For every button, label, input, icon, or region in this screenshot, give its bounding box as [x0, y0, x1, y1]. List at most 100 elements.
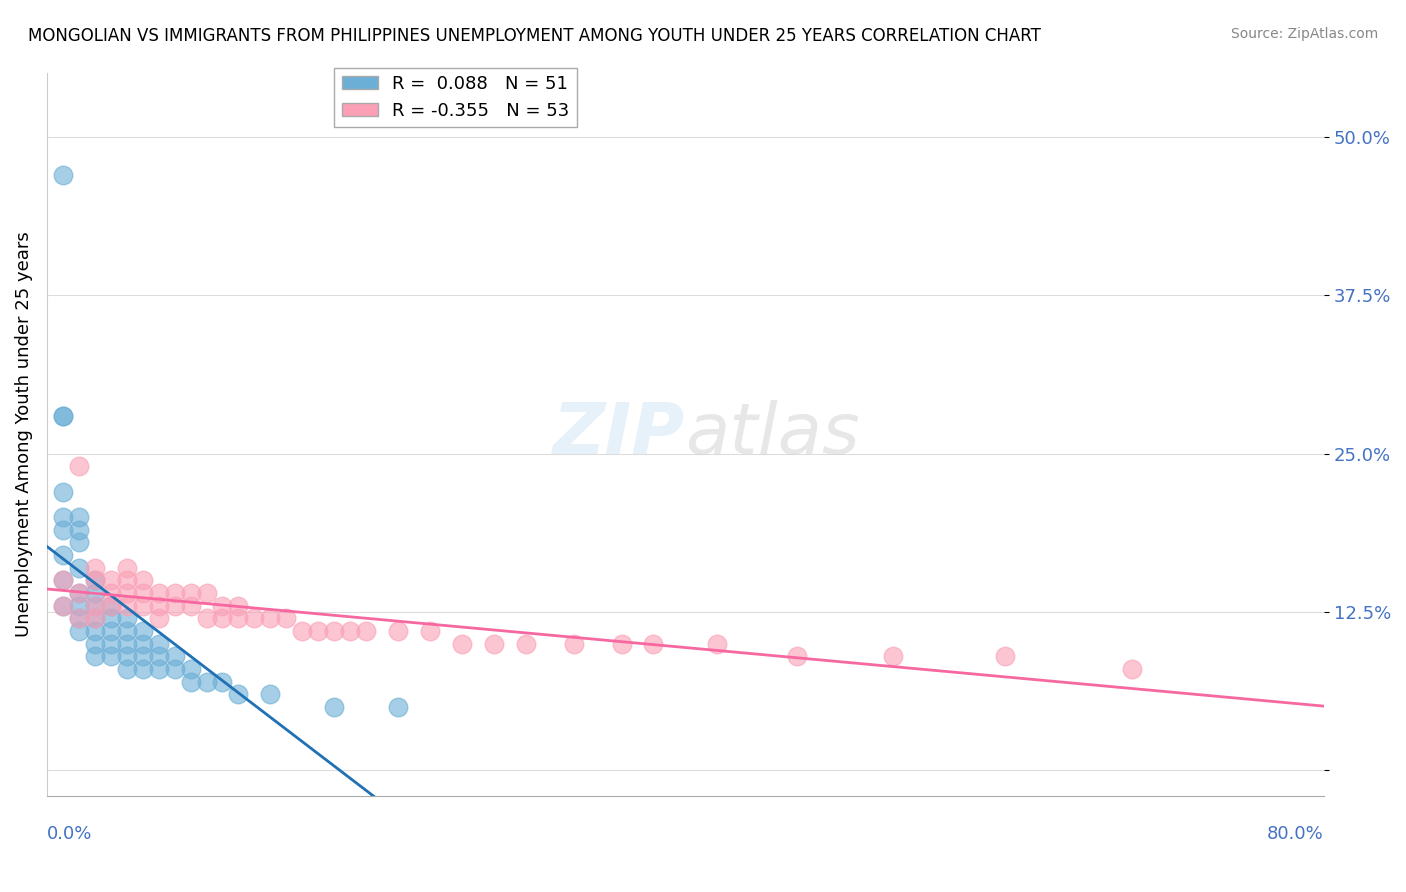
- Point: [115, 637, 138, 651]
- Point: [515, 637, 537, 651]
- Point: [228, 599, 250, 613]
- Point: [610, 637, 633, 651]
- Point: [83, 637, 105, 651]
- Point: [100, 649, 122, 664]
- Text: ZIP: ZIP: [553, 400, 685, 469]
- Point: [52, 574, 75, 588]
- Point: [131, 637, 153, 651]
- Point: [83, 649, 105, 664]
- Legend: R =  0.088   N = 51, R = -0.355   N = 53: R = 0.088 N = 51, R = -0.355 N = 53: [335, 68, 576, 128]
- Point: [163, 599, 186, 613]
- Point: [67, 586, 90, 600]
- Point: [83, 624, 105, 638]
- Point: [115, 624, 138, 638]
- Point: [562, 637, 585, 651]
- Point: [148, 586, 170, 600]
- Point: [451, 637, 474, 651]
- Point: [67, 510, 90, 524]
- Point: [100, 586, 122, 600]
- Point: [211, 674, 233, 689]
- Point: [52, 484, 75, 499]
- Text: 80.0%: 80.0%: [1267, 825, 1324, 843]
- Point: [195, 586, 218, 600]
- Point: [100, 624, 122, 638]
- Point: [83, 611, 105, 625]
- Point: [131, 662, 153, 676]
- Point: [83, 599, 105, 613]
- Point: [323, 700, 346, 714]
- Point: [52, 548, 75, 562]
- Point: [52, 510, 75, 524]
- Point: [786, 649, 808, 664]
- Point: [163, 649, 186, 664]
- Point: [882, 649, 904, 664]
- Text: MONGOLIAN VS IMMIGRANTS FROM PHILIPPINES UNEMPLOYMENT AMONG YOUTH UNDER 25 YEARS: MONGOLIAN VS IMMIGRANTS FROM PHILIPPINES…: [28, 27, 1040, 45]
- Point: [67, 560, 90, 574]
- Point: [131, 649, 153, 664]
- Point: [163, 586, 186, 600]
- Point: [52, 409, 75, 423]
- Y-axis label: Unemployment Among Youth under 25 years: Unemployment Among Youth under 25 years: [15, 232, 32, 638]
- Point: [115, 560, 138, 574]
- Point: [1121, 662, 1143, 676]
- Point: [195, 611, 218, 625]
- Point: [211, 611, 233, 625]
- Point: [115, 649, 138, 664]
- Point: [115, 599, 138, 613]
- Point: [83, 599, 105, 613]
- Point: [115, 611, 138, 625]
- Point: [148, 662, 170, 676]
- Point: [52, 599, 75, 613]
- Point: [195, 674, 218, 689]
- Point: [83, 560, 105, 574]
- Point: [482, 637, 505, 651]
- Point: [276, 611, 298, 625]
- Point: [67, 586, 90, 600]
- Point: [52, 599, 75, 613]
- Point: [259, 688, 281, 702]
- Point: [148, 649, 170, 664]
- Point: [323, 624, 346, 638]
- Point: [354, 624, 377, 638]
- Point: [83, 574, 105, 588]
- Point: [259, 611, 281, 625]
- Point: [115, 662, 138, 676]
- Point: [100, 599, 122, 613]
- Point: [131, 599, 153, 613]
- Point: [52, 574, 75, 588]
- Point: [643, 637, 665, 651]
- Point: [52, 168, 75, 182]
- Point: [148, 599, 170, 613]
- Point: [148, 637, 170, 651]
- Point: [180, 599, 202, 613]
- Point: [180, 674, 202, 689]
- Point: [148, 611, 170, 625]
- Point: [67, 611, 90, 625]
- Point: [67, 459, 90, 474]
- Point: [52, 409, 75, 423]
- Point: [100, 574, 122, 588]
- Point: [243, 611, 266, 625]
- Point: [83, 611, 105, 625]
- Point: [419, 624, 441, 638]
- Text: atlas: atlas: [685, 400, 860, 469]
- Point: [163, 662, 186, 676]
- Point: [307, 624, 329, 638]
- Point: [706, 637, 728, 651]
- Text: 0.0%: 0.0%: [46, 825, 93, 843]
- Point: [387, 700, 409, 714]
- Point: [228, 611, 250, 625]
- Point: [180, 586, 202, 600]
- Point: [994, 649, 1017, 664]
- Point: [180, 662, 202, 676]
- Point: [83, 574, 105, 588]
- Point: [83, 586, 105, 600]
- Point: [100, 599, 122, 613]
- Point: [339, 624, 361, 638]
- Point: [67, 624, 90, 638]
- Point: [67, 535, 90, 549]
- Point: [387, 624, 409, 638]
- Point: [211, 599, 233, 613]
- Point: [291, 624, 314, 638]
- Point: [67, 599, 90, 613]
